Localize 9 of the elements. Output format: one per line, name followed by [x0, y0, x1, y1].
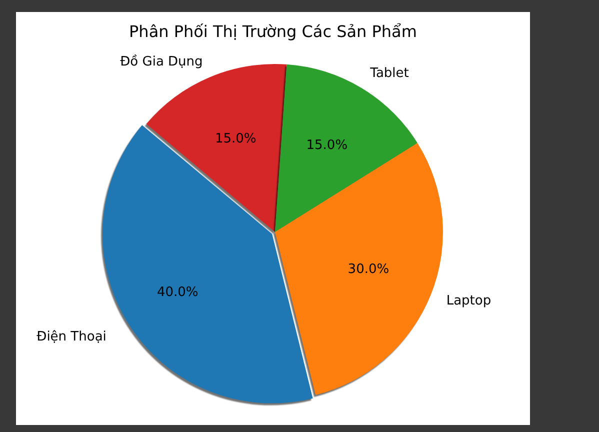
slice-label: Laptop — [446, 294, 492, 309]
slice-label: Đồ Gia Dụng — [120, 53, 203, 70]
data-label: 15.0% — [306, 138, 348, 153]
data-label: 30.0% — [348, 262, 390, 278]
data-label: 40.0% — [156, 285, 198, 300]
chart-title: Phân Phối Thị Trường Các Sản Phẩm — [128, 22, 418, 41]
slice-label: Tablet — [369, 66, 409, 81]
data-label: 15.0% — [214, 132, 256, 147]
slice-label: Điện Thoại — [36, 330, 106, 345]
